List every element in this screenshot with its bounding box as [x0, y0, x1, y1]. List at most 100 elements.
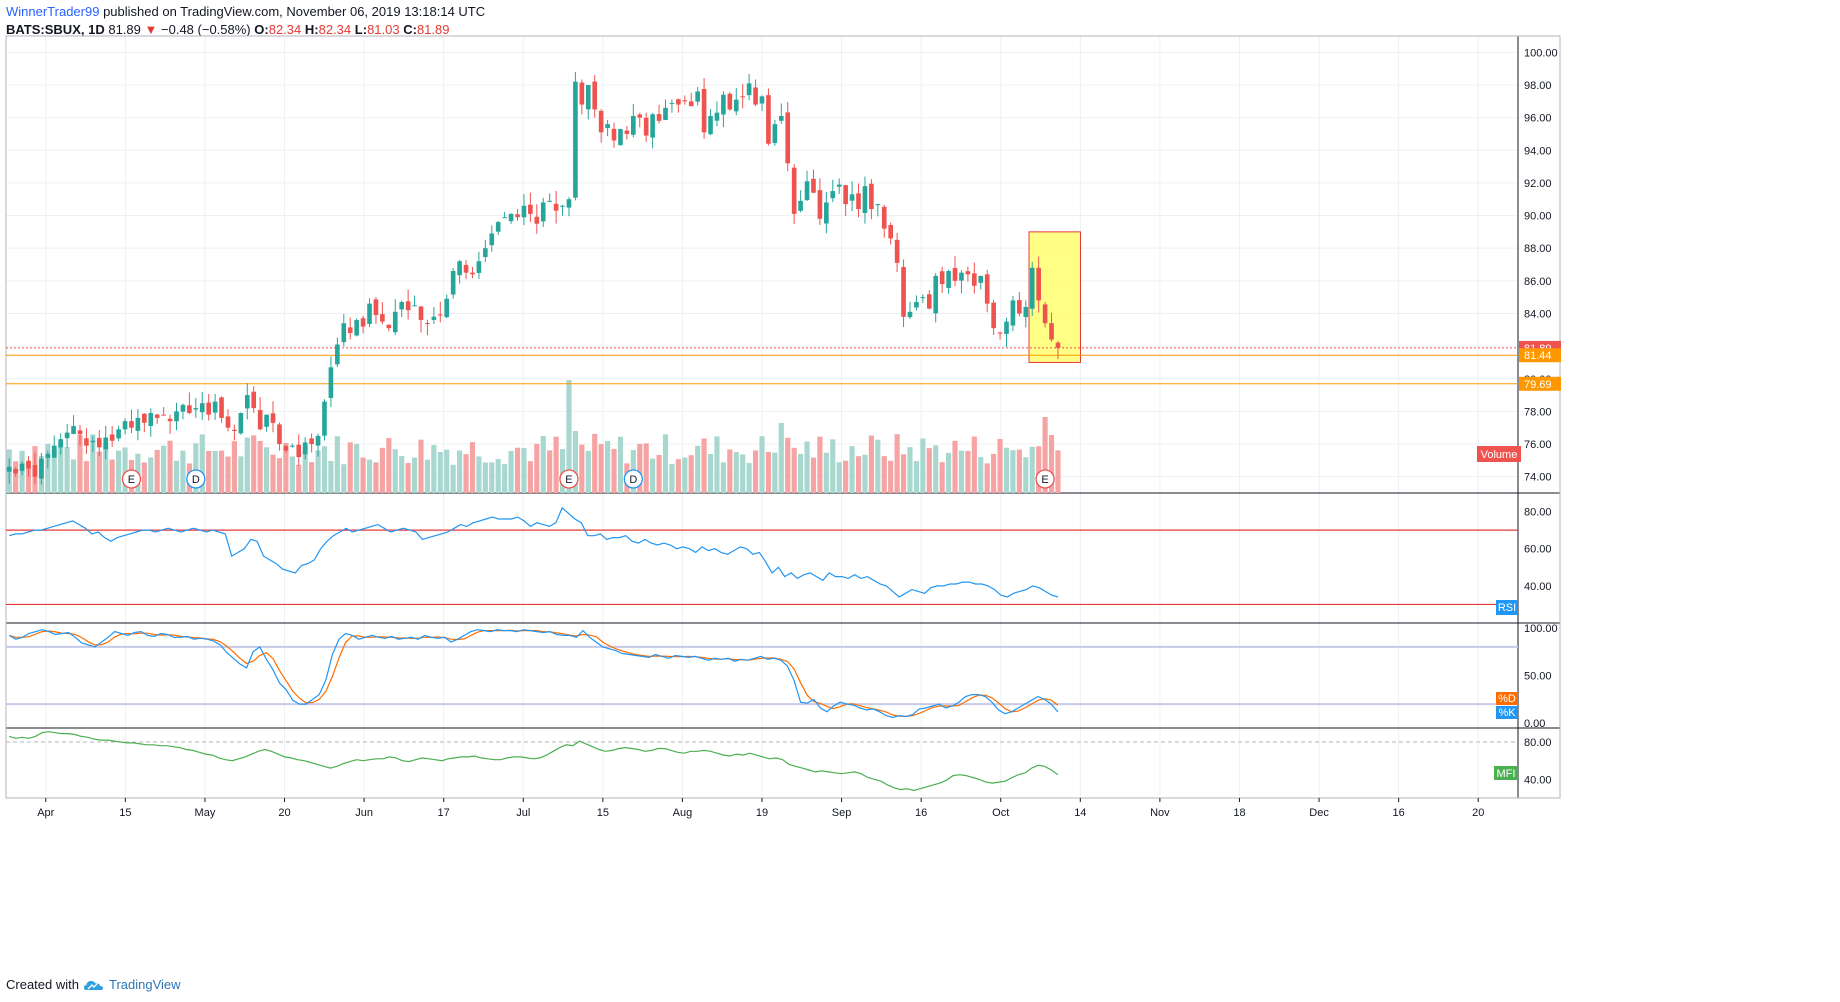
price-tick-label: 100.00	[1524, 47, 1558, 59]
volume-bar	[1055, 450, 1061, 493]
candle-body	[939, 271, 945, 285]
candle-body	[618, 129, 623, 146]
volume-bar	[431, 445, 437, 493]
tradingview-brand[interactable]: TradingView	[108, 977, 181, 992]
volume-bar	[296, 464, 302, 493]
candle-body	[289, 445, 295, 447]
candle-body	[232, 429, 237, 431]
candle-body	[26, 460, 31, 469]
candle-body	[560, 205, 565, 207]
volume-bar	[64, 447, 70, 493]
candle-body	[1010, 300, 1016, 326]
candle-body	[418, 306, 424, 320]
publish-header: WinnerTrader99 published on TradingView.…	[6, 4, 485, 19]
volume-bar	[514, 447, 521, 493]
volume-bar	[656, 454, 662, 493]
volume-bar	[321, 446, 328, 493]
candle-body	[772, 124, 778, 144]
volume-bar	[572, 431, 578, 493]
candle-body	[553, 203, 559, 211]
candle-body	[39, 458, 44, 479]
candle-body	[920, 297, 926, 299]
volume-bar	[946, 452, 952, 493]
volume-bar	[83, 461, 89, 493]
volume-label: Volume	[1481, 449, 1518, 461]
candle-body	[926, 294, 932, 309]
volume-bar	[830, 439, 836, 493]
x-tick-label: Jul	[516, 807, 530, 819]
author-link[interactable]: WinnerTrader99	[6, 4, 100, 19]
candle-body	[193, 408, 199, 410]
price-tick-label: 94.00	[1524, 145, 1552, 157]
volume-bar	[547, 450, 553, 493]
tradingview-cloud-icon	[83, 980, 103, 990]
volume-bar	[984, 463, 990, 493]
symbol-name[interactable]: BATS:SBUX, 1D	[6, 22, 105, 37]
candle-body	[721, 94, 726, 115]
candle-body	[753, 87, 758, 105]
volume-bar	[116, 450, 122, 493]
candle-body	[457, 261, 462, 276]
candle-body	[650, 114, 655, 138]
volume-bar	[51, 449, 57, 493]
candle-body	[103, 437, 109, 450]
volume-bar	[707, 453, 714, 493]
x-tick-label: 15	[119, 807, 131, 819]
x-tick-label: 16	[915, 807, 927, 819]
volume-bar	[482, 462, 488, 493]
candle-body	[592, 81, 598, 110]
event-marker-letter: E	[565, 474, 572, 486]
mfi-line	[9, 731, 1059, 792]
volume-bar	[804, 441, 810, 493]
rsi-tick-label: 80.00	[1524, 507, 1552, 519]
volume-bar	[926, 448, 932, 493]
candle-body	[129, 421, 134, 428]
volume-bar	[366, 459, 373, 493]
volume-bar	[328, 460, 334, 493]
stoch-tick-label: 0.00	[1524, 718, 1545, 730]
volume-bar	[862, 454, 868, 493]
candle-body	[631, 115, 636, 135]
candle-body	[676, 99, 681, 105]
x-tick-label: 15	[597, 807, 609, 819]
candle-body	[206, 402, 211, 415]
candle-body	[997, 332, 1003, 334]
price-tick-label: 88.00	[1524, 243, 1552, 255]
candle-body	[476, 261, 482, 273]
mfi-tick-label: 80.00	[1524, 737, 1552, 749]
volume-bar	[701, 438, 707, 493]
candle-body	[849, 194, 855, 201]
volume-bar	[521, 448, 527, 493]
volume-bar	[611, 448, 617, 493]
x-tick-label: 18	[1233, 807, 1245, 819]
candle-body	[579, 82, 585, 105]
candle-body	[688, 101, 694, 107]
stoch-tick-label: 100.00	[1524, 623, 1558, 635]
candle-body	[791, 167, 797, 214]
x-tick-label: 19	[756, 807, 768, 819]
volume-bar	[1042, 417, 1048, 493]
candle-body	[888, 225, 893, 239]
close-value: 81.89	[416, 22, 450, 37]
candle-body	[1049, 323, 1054, 340]
volume-bar	[836, 462, 842, 493]
volume-bar	[553, 436, 559, 493]
x-tick-label: Oct	[992, 807, 1009, 819]
volume-bar	[1003, 447, 1010, 493]
candle-body	[907, 311, 913, 318]
candle-body	[212, 401, 218, 413]
chart-canvas[interactable]: 100.00 98.00 96.00 94.00 92.00 90.00 88.00 86.0…	[0, 0, 1840, 970]
volume-bar	[58, 443, 64, 493]
low-label: L:	[354, 22, 368, 37]
event-marker	[623, 469, 643, 489]
candle-body	[142, 413, 147, 423]
footer: Created with TradingView	[6, 977, 181, 992]
rsi-label: RSI	[1498, 602, 1516, 614]
candle-body	[534, 216, 540, 224]
candle-body	[566, 199, 572, 208]
volume-bar	[643, 443, 649, 493]
volume-bar	[96, 451, 102, 493]
candle-body	[862, 186, 868, 214]
volume-bar	[141, 462, 147, 493]
price-tag-box	[1519, 348, 1561, 363]
